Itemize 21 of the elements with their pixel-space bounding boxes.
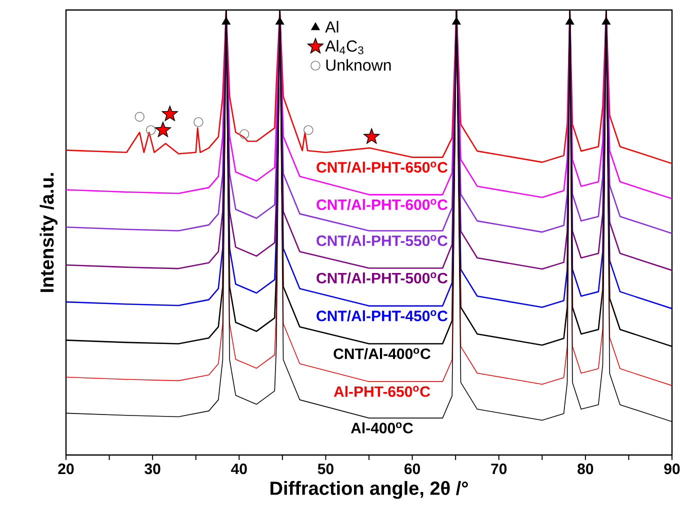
x-tick-label: 20 (58, 464, 74, 474)
y-axis-title: Intensity /a.u. (40, 173, 58, 292)
series-label: CNT/Al-PHT-650$^{o}$C (316, 162, 448, 173)
x-axis-title: Diffraction angle, 2θ /° (270, 481, 468, 499)
series-label: CNT/Al-PHT-500$^{o}$C (316, 272, 448, 284)
series-label: CNT/Al-PHT-600$^{o}$C (316, 198, 448, 210)
legend-label: Al (325, 20, 338, 32)
series-label: CNT/Al-400$^{o}$C (334, 348, 430, 360)
x-tick-label: 80 (578, 464, 594, 474)
legend-label: Al$_{4}$C$_{3}$ (325, 40, 364, 54)
x-tick-label: 50 (318, 464, 334, 474)
x-tick-label: 70 (491, 464, 507, 474)
series-label: Al-PHT-650$^{o}$C (334, 386, 430, 397)
x-tick-label: 90 (664, 464, 680, 474)
series-label: CNT/Al-PHT-450$^{o}$C (316, 310, 448, 322)
x-tick-label: 40 (231, 464, 247, 474)
series-label: CNT/Al-PHT-550$^{o}$C (316, 235, 448, 246)
x-tick-label: 60 (404, 464, 420, 474)
legend-label: Unknown (326, 59, 391, 71)
x-tick-label: 30 (144, 464, 160, 474)
series-label: Al-400$^{o}$C (350, 422, 413, 434)
